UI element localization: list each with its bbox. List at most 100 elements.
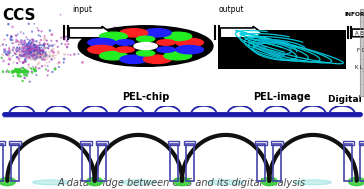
Point	[33, 53, 39, 56]
Point	[75, 53, 81, 56]
Point	[27, 46, 33, 49]
Point	[27, 45, 33, 48]
Point	[16, 46, 22, 49]
Point	[52, 57, 58, 60]
Point	[41, 57, 47, 60]
Point	[30, 53, 36, 56]
Point	[29, 47, 35, 50]
Point	[31, 46, 37, 50]
Point	[25, 51, 31, 54]
Point	[38, 58, 44, 61]
Point	[43, 55, 48, 58]
Point	[39, 58, 45, 61]
Point	[58, 36, 64, 39]
Point	[28, 47, 33, 50]
Point	[10, 39, 16, 42]
Point	[6, 70, 12, 73]
Point	[29, 50, 35, 53]
Circle shape	[157, 40, 175, 45]
Point	[28, 48, 34, 51]
Point	[11, 75, 16, 78]
Point	[16, 69, 22, 72]
Point	[7, 51, 12, 54]
Point	[55, 45, 61, 48]
Point	[17, 53, 23, 56]
Text: Digital Analysis: Digital Analysis	[328, 95, 364, 104]
Point	[32, 47, 38, 50]
Point	[25, 57, 31, 60]
Point	[33, 55, 39, 58]
Point	[36, 44, 42, 47]
Point	[50, 70, 55, 74]
Point	[21, 73, 27, 76]
Point	[0, 70, 6, 73]
Point	[39, 56, 44, 59]
Point	[22, 49, 28, 52]
Point	[15, 71, 20, 74]
Point	[18, 54, 24, 57]
Point	[27, 46, 33, 49]
Point	[29, 52, 35, 55]
Point	[56, 66, 62, 69]
Point	[29, 49, 35, 52]
Circle shape	[100, 32, 127, 40]
Point	[24, 54, 30, 57]
Point	[21, 50, 27, 53]
Point	[14, 56, 20, 59]
Point	[80, 61, 86, 64]
Point	[24, 50, 29, 53]
Point	[29, 48, 35, 51]
Point	[32, 53, 38, 56]
Point	[28, 49, 34, 52]
Point	[37, 41, 43, 44]
Point	[28, 44, 34, 47]
Point	[27, 48, 33, 51]
Point	[10, 49, 16, 52]
Point	[19, 53, 25, 57]
Point	[30, 58, 36, 61]
Point	[16, 43, 22, 46]
Point	[24, 70, 30, 73]
Point	[10, 54, 16, 57]
Point	[32, 53, 37, 56]
Point	[27, 50, 32, 53]
Point	[27, 48, 33, 51]
Point	[40, 57, 46, 60]
Point	[25, 48, 31, 51]
Point	[25, 53, 31, 57]
Point	[23, 56, 29, 59]
Point	[64, 40, 70, 43]
Point	[27, 48, 33, 51]
FancyArrow shape	[220, 26, 262, 40]
Point	[31, 49, 37, 52]
Point	[24, 45, 29, 48]
Point	[44, 61, 50, 64]
Point	[29, 43, 35, 46]
Point	[42, 52, 48, 55]
Point	[32, 46, 37, 49]
Point	[21, 41, 27, 44]
Point	[35, 53, 41, 56]
Point	[29, 53, 35, 56]
Point	[20, 50, 26, 53]
Point	[15, 69, 21, 72]
Point	[63, 43, 68, 46]
Point	[2, 47, 8, 50]
Circle shape	[143, 29, 171, 37]
Point	[30, 51, 36, 54]
Point	[13, 53, 19, 56]
Point	[33, 48, 39, 51]
Point	[16, 70, 21, 73]
Point	[28, 46, 34, 50]
Point	[29, 49, 35, 52]
Point	[26, 42, 32, 45]
Point	[21, 51, 27, 54]
Point	[22, 58, 28, 61]
Text: INFORMATION: INFORMATION	[344, 12, 364, 17]
Point	[17, 70, 23, 73]
Point	[36, 49, 41, 52]
Point	[36, 46, 42, 50]
Text: A data-bridge between CCS and its digital analysis: A data-bridge between CCS and its digita…	[58, 178, 306, 188]
Point	[30, 40, 36, 43]
Point	[31, 47, 37, 50]
